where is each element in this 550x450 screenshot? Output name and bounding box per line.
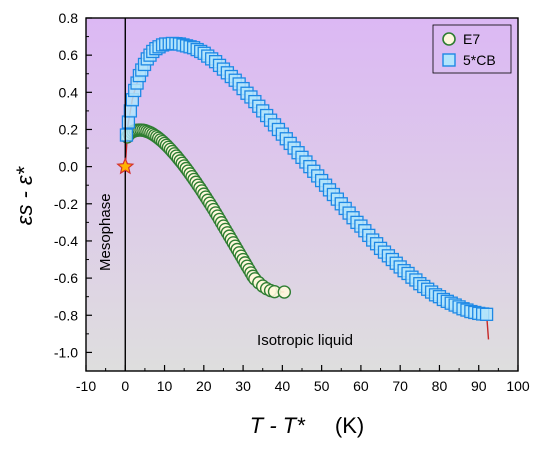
- legend-label-e7: E7: [463, 31, 480, 47]
- y-tick-label: -0.4: [54, 233, 78, 249]
- x-tick-label: 30: [235, 378, 251, 394]
- legend-marker-5cb: [442, 53, 456, 67]
- x-tick-label: 80: [432, 378, 448, 394]
- x-tick-label: 10: [157, 378, 173, 394]
- x-tick-label: 20: [196, 378, 212, 394]
- data-point-5cb: [479, 307, 494, 321]
- x-tick-label: 60: [353, 378, 369, 394]
- data-point-e7: [277, 285, 292, 299]
- data-point-5cb: [123, 104, 138, 118]
- star-marker: [116, 157, 135, 175]
- annotation-mesophase: Mesophase: [97, 193, 114, 271]
- legend-label-5cb: 5*CB: [463, 52, 496, 68]
- legend-box: [432, 24, 512, 74]
- y-tick-label: 0.8: [59, 10, 79, 26]
- x-tick-label: -10: [76, 378, 96, 394]
- y-tick-label: 0.4: [59, 84, 79, 100]
- y-axis-title: εs - ε*: [12, 165, 37, 225]
- y-tick-label: -1.0: [54, 344, 78, 360]
- x-tick-label: 100: [506, 378, 530, 394]
- x-tick-label: 90: [471, 378, 487, 394]
- x-axis-title-unit: (K): [335, 413, 364, 438]
- y-axis-ticks: -1.0 -0.8 -0.6 -0.4 -0.2 0.0 0.2 0.4 0.6 0.8: [54, 10, 92, 372]
- y-tick-label: 0.2: [59, 121, 79, 137]
- legend-marker-e7: [442, 32, 456, 46]
- y-tick-label: -0.8: [54, 307, 78, 323]
- annotation-isotropic-liquid: Isotropic liquid: [257, 332, 353, 349]
- data-point-5cb: [119, 128, 134, 142]
- star-icon: [116, 157, 135, 175]
- x-tick-label: 70: [392, 378, 408, 394]
- y-tick-label: 0.6: [59, 47, 79, 63]
- x-axis-title: T - T* (K): [250, 413, 364, 438]
- x-tick-label: 40: [275, 378, 291, 394]
- x-axis-title-main: T - T*: [250, 413, 306, 438]
- legend: E7 5*CB: [432, 24, 512, 74]
- y-tick-label: -0.6: [54, 270, 78, 286]
- x-axis-ticks: -10 0 10 20 30 40 50 60 70 80 90 100: [76, 365, 530, 394]
- y-tick-label: 0.0: [59, 159, 79, 175]
- x-tick-label: 0: [121, 378, 129, 394]
- data-markers: [119, 36, 494, 321]
- y-tick-label: -0.2: [54, 196, 78, 212]
- plot-background: [86, 18, 518, 371]
- x-tick-label: 50: [314, 378, 330, 394]
- data-point-5cb: [121, 115, 136, 129]
